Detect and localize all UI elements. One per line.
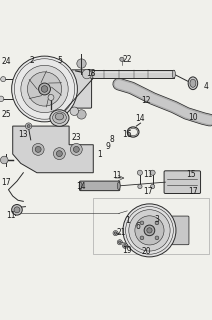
Circle shape	[48, 94, 54, 100]
Text: 11: 11	[112, 172, 121, 180]
Circle shape	[27, 72, 62, 106]
Text: 11: 11	[6, 211, 15, 220]
Circle shape	[70, 143, 82, 155]
Text: 8: 8	[110, 135, 115, 144]
Text: 17: 17	[1, 178, 11, 187]
FancyBboxPatch shape	[91, 70, 174, 78]
Text: 13: 13	[18, 131, 28, 140]
Text: 20: 20	[141, 247, 151, 256]
Circle shape	[147, 228, 152, 233]
Circle shape	[35, 147, 41, 152]
Circle shape	[0, 96, 4, 101]
Circle shape	[73, 147, 79, 152]
Circle shape	[123, 204, 176, 257]
Text: 19: 19	[122, 246, 132, 255]
Text: 2: 2	[29, 57, 34, 66]
Circle shape	[1, 76, 6, 82]
Circle shape	[140, 221, 144, 225]
Text: 16: 16	[122, 131, 132, 140]
Circle shape	[21, 65, 68, 113]
Circle shape	[123, 243, 128, 248]
Circle shape	[119, 241, 121, 244]
Circle shape	[53, 148, 65, 160]
PathPatch shape	[13, 126, 93, 173]
Text: 15: 15	[186, 170, 196, 179]
Text: 17: 17	[144, 187, 153, 196]
Circle shape	[140, 236, 144, 240]
Text: 23: 23	[71, 132, 81, 142]
Ellipse shape	[55, 113, 64, 120]
Circle shape	[56, 151, 62, 156]
Circle shape	[12, 56, 77, 122]
Circle shape	[0, 156, 8, 164]
Text: 18: 18	[86, 68, 96, 77]
Text: 9: 9	[106, 142, 110, 151]
Circle shape	[25, 123, 32, 129]
Text: 17: 17	[188, 187, 198, 196]
Ellipse shape	[79, 182, 82, 189]
Text: 12: 12	[142, 96, 151, 105]
Circle shape	[12, 204, 22, 215]
Circle shape	[124, 244, 126, 247]
Text: 4: 4	[203, 82, 208, 92]
Circle shape	[151, 184, 155, 188]
Text: 1: 1	[97, 149, 102, 159]
Text: 14: 14	[76, 182, 85, 191]
Circle shape	[77, 59, 86, 68]
Circle shape	[41, 86, 48, 92]
Ellipse shape	[89, 70, 93, 79]
Ellipse shape	[190, 79, 196, 87]
FancyBboxPatch shape	[71, 70, 92, 108]
FancyBboxPatch shape	[171, 216, 189, 245]
Text: 11: 11	[144, 170, 153, 179]
Circle shape	[150, 170, 155, 175]
Ellipse shape	[172, 70, 176, 78]
Circle shape	[137, 170, 142, 175]
Circle shape	[27, 124, 30, 128]
Ellipse shape	[117, 182, 120, 189]
Circle shape	[138, 184, 142, 188]
Bar	[93, 198, 209, 254]
Text: 21: 21	[116, 228, 126, 237]
FancyBboxPatch shape	[80, 181, 120, 191]
Text: 14: 14	[135, 114, 145, 123]
Circle shape	[39, 83, 50, 95]
Circle shape	[155, 236, 159, 240]
Text: 22: 22	[123, 55, 132, 64]
Ellipse shape	[53, 112, 66, 124]
Ellipse shape	[50, 110, 69, 126]
Circle shape	[82, 69, 92, 79]
Circle shape	[120, 57, 124, 61]
Text: 25: 25	[1, 110, 11, 119]
Circle shape	[135, 216, 164, 245]
Text: 3: 3	[155, 215, 159, 225]
Circle shape	[32, 143, 44, 155]
Circle shape	[70, 107, 78, 116]
Text: 24: 24	[1, 57, 11, 66]
Circle shape	[113, 231, 118, 236]
Text: 5: 5	[57, 57, 62, 66]
Text: 1: 1	[125, 216, 130, 225]
FancyBboxPatch shape	[164, 171, 201, 194]
Text: 10: 10	[188, 113, 198, 122]
Circle shape	[117, 240, 122, 245]
Circle shape	[14, 207, 20, 213]
Circle shape	[155, 221, 159, 225]
Ellipse shape	[188, 77, 198, 90]
Circle shape	[129, 210, 170, 251]
Text: 6: 6	[135, 222, 140, 231]
Circle shape	[77, 110, 86, 119]
Circle shape	[144, 225, 155, 236]
Circle shape	[114, 232, 117, 235]
